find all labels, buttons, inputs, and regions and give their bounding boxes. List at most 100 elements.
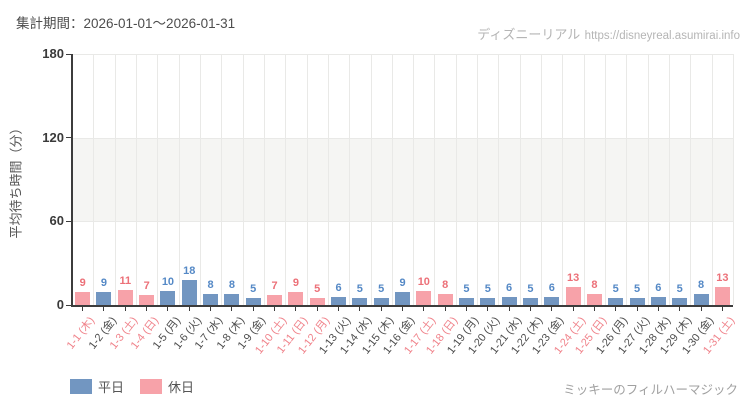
x-axis-tick [402,306,403,311]
grid-line-v [541,54,543,305]
bar-value-label: 5 [463,283,470,296]
legend-label-weekday: 平日 [98,380,125,395]
x-axis-tick [252,306,254,311]
grid-line-v [349,54,351,305]
grid-line-v [647,54,649,305]
x-axis-tick [338,306,340,311]
grid-line-h [72,221,733,223]
bar-value-label: 6 [335,281,342,294]
chart-legend: 平日 休日 [70,377,194,396]
bar-1-8[interactable] [224,293,240,305]
bar-value-label: 18 [183,264,196,277]
bar-1-17[interactable] [416,291,432,305]
bar-1-9[interactable] [245,298,261,305]
bar-1-11[interactable] [288,292,304,305]
x-axis-tick [657,306,659,311]
bar-value-label: 8 [591,278,598,291]
grid-line-v [199,54,201,305]
grid-line-v [455,54,457,305]
site-url: https://disneyreal.asumirai.info [584,30,740,42]
grid-line-v [605,54,607,305]
bar-1-23[interactable] [544,296,560,305]
bar-1-12[interactable] [309,298,325,305]
bar-1-14[interactable] [352,298,368,305]
grid-line-v [157,54,159,305]
grid-line-v [114,54,116,305]
bar-1-22[interactable] [522,298,538,305]
bar-1-29[interactable] [672,298,688,305]
legend-item-weekday[interactable]: 平日 [70,377,124,396]
x-axis-tick [700,306,702,311]
bar-1-19[interactable] [458,298,474,305]
bar-1-6[interactable] [181,279,197,305]
bar-value-label: 5 [633,283,641,296]
y-axis-tick [66,137,71,139]
y-tick-label: 120 [42,129,64,145]
x-axis-tick [679,306,681,311]
x-axis-tick [82,306,84,311]
x-axis-tick [487,306,489,311]
grid-line-v [413,54,415,305]
bar-1-2[interactable] [96,292,112,305]
grid-line-v [306,54,308,305]
x-axis-tick [508,306,510,311]
bar-value-label: 5 [612,283,619,296]
bar-value-label: 9 [399,277,406,290]
bar-1-1[interactable] [75,292,91,305]
bar-1-28[interactable] [650,296,666,305]
grid-line-v [221,54,223,305]
bar-1-4[interactable] [139,295,155,305]
bar-1-3[interactable] [117,289,133,305]
bar-1-21[interactable] [501,296,517,305]
bar-1-20[interactable] [480,298,496,305]
x-axis-tick [572,306,574,311]
bar-1-16[interactable] [395,292,410,305]
grid-line-v [285,54,287,305]
bar-value-label: 8 [228,278,235,291]
x-axis-tick [124,306,126,311]
bar-value-label: 6 [655,281,662,294]
y-axis-tick [66,53,71,55]
bar-1-27[interactable] [629,298,645,305]
legend-item-holiday[interactable]: 休日 [140,377,194,396]
bar-1-7[interactable] [203,293,219,305]
bar-value-label: 8 [697,278,705,291]
bar-1-24[interactable] [565,286,581,305]
grid-line-v [519,54,521,305]
x-axis-tick [274,306,276,311]
bar-1-25[interactable] [586,293,602,305]
bar-1-13[interactable] [331,296,347,305]
y-tick-label: 0 [56,297,64,312]
bar-value-label: 9 [292,277,299,290]
x-axis-tick [444,306,446,311]
bar-1-30[interactable] [693,293,709,305]
site-name: ディズニーリアル [477,27,581,42]
grid-line-v [263,54,265,305]
bar-value-label: 9 [100,277,108,290]
x-axis-tick [167,306,169,311]
bar-1-10[interactable] [267,295,283,305]
bar-value-label: 9 [79,277,86,290]
site-credit: ディズニーリアル https://disneyreal.asumirai.inf… [477,24,740,44]
grid-line-v [434,54,436,305]
grid-line-v [690,54,692,305]
grid-line-v [562,54,564,305]
grid-line-h [72,54,733,55]
x-axis-tick [380,306,382,311]
bar-value-label: 13 [566,271,580,284]
bar-1-26[interactable] [608,298,624,305]
bar-1-18[interactable] [437,293,453,305]
bar-value-label: 5 [356,283,363,296]
grid-line-v [626,54,628,305]
grid-line-h [72,137,733,139]
grid-line-v [669,54,671,305]
bar-1-5[interactable] [160,291,176,305]
y-axis-tick [66,220,71,222]
x-axis-tick [295,306,297,311]
x-axis-tick [593,306,595,311]
bar-1-31[interactable] [714,286,730,305]
bar-1-15[interactable] [373,298,389,305]
bar-value-label: 7 [143,280,150,293]
bar-value-label: 10 [161,276,175,289]
y-tick-label: 180 [42,46,64,61]
